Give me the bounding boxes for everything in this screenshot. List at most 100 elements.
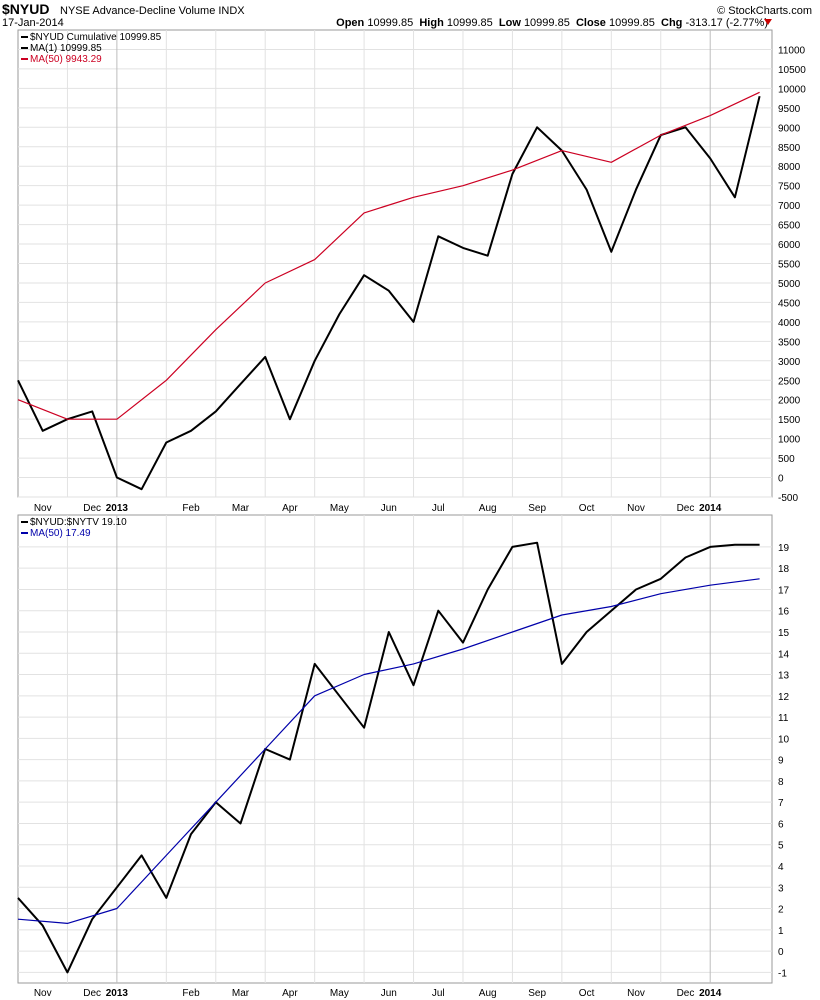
- low-label: Low: [498, 17, 521, 29]
- x-tick-label: Mar: [232, 988, 250, 999]
- chg-label: Chg: [661, 17, 683, 29]
- y-tick-label: 0: [778, 947, 784, 958]
- y-tick-label: 2500: [778, 376, 801, 387]
- legend-entry: MA(50) 9943.29: [30, 54, 102, 65]
- x-tick-label: 2013: [106, 988, 129, 999]
- y-tick-label: 17: [778, 585, 790, 596]
- y-tick-label: 2000: [778, 396, 801, 407]
- quote-date: 17-Jan-2014: [2, 17, 64, 29]
- price-series-line: [17, 541, 760, 974]
- x-tick-label: Mar: [232, 503, 250, 514]
- y-tick-label: 9500: [778, 104, 801, 115]
- y-tick-label: 9: [778, 756, 784, 767]
- x-tick-label: Dec: [677, 988, 695, 999]
- y-tick-label: 10500: [778, 65, 806, 76]
- y-tick-label: 7000: [778, 201, 801, 212]
- y-tick-label: 11: [778, 713, 789, 724]
- x-tick-label: Nov: [627, 503, 645, 514]
- x-tick-label: Jul: [432, 988, 445, 999]
- x-tick-label: Jun: [381, 988, 397, 999]
- x-tick-label: Dec: [677, 503, 695, 514]
- y-tick-label: -1: [778, 968, 787, 979]
- y-tick-label: 5000: [778, 279, 801, 290]
- x-tick-label: Apr: [282, 503, 298, 514]
- y-tick-label: 4000: [778, 318, 801, 329]
- y-tick-label: 1: [778, 926, 784, 937]
- ticker-symbol: $NYUD: [2, 1, 50, 17]
- x-tick-label: Nov: [34, 503, 52, 514]
- x-tick-label: Dec: [83, 503, 101, 514]
- x-tick-label: 2014: [699, 503, 722, 514]
- x-tick-label: May: [330, 503, 349, 514]
- y-tick-label: 8500: [778, 143, 801, 154]
- open-label: Open: [336, 17, 365, 29]
- x-tick-label: Jul: [432, 503, 445, 514]
- x-tick-label: Feb: [182, 503, 200, 514]
- legend-entry: $NYUD:$NYTV 19.10: [30, 517, 127, 528]
- y-tick-label: 0: [778, 474, 784, 485]
- x-tick-label: Feb: [182, 988, 200, 999]
- y-tick-label: 18: [778, 564, 790, 575]
- close-label: Close: [575, 17, 606, 29]
- x-tick-label: Sep: [528, 503, 546, 514]
- moving-average-line: [17, 578, 760, 925]
- y-tick-label: 15: [778, 628, 790, 639]
- y-tick-label: 5500: [778, 260, 801, 271]
- legend-entry: MA(50) 17.49: [30, 528, 91, 539]
- y-tick-label: 4500: [778, 298, 801, 309]
- x-tick-label: Nov: [34, 988, 52, 999]
- x-tick-label: Jun: [381, 503, 397, 514]
- y-tick-label: 11000: [778, 45, 806, 56]
- y-tick-label: 19: [778, 543, 790, 554]
- y-tick-label: 7500: [778, 182, 801, 193]
- high-label: High: [419, 17, 444, 29]
- price-series-line: [17, 95, 761, 491]
- y-tick-label: 14: [778, 649, 790, 660]
- high-value: 10999.85: [446, 17, 493, 29]
- y-tick-label: 500: [778, 454, 795, 465]
- x-tick-label: Dec: [83, 988, 101, 999]
- down-arrow-icon: [764, 19, 772, 25]
- chg-value: -313.17 (-2.77%): [685, 17, 768, 29]
- y-tick-label: 7: [778, 798, 784, 809]
- x-tick-label: Sep: [528, 988, 546, 999]
- y-tick-label: 8000: [778, 162, 801, 173]
- y-tick-label: 1500: [778, 415, 801, 426]
- y-tick-label: 6500: [778, 221, 801, 232]
- x-tick-label: May: [330, 988, 349, 999]
- y-tick-label: 10000: [778, 84, 806, 95]
- y-tick-label: 6000: [778, 240, 801, 251]
- y-tick-label: -500: [778, 493, 798, 504]
- y-tick-label: 2: [778, 905, 784, 916]
- y-tick-label: 3000: [778, 357, 801, 368]
- x-tick-label: Apr: [282, 988, 298, 999]
- x-tick-label: Oct: [579, 988, 595, 999]
- legend-entry: MA(1) 10999.85: [30, 43, 102, 54]
- y-tick-label: 8: [778, 777, 784, 788]
- y-tick-label: 12: [778, 692, 790, 703]
- y-tick-label: 6: [778, 819, 784, 830]
- plot-frame: [17, 514, 773, 984]
- brand-label: © StockCharts.com: [717, 5, 812, 17]
- y-tick-label: 5: [778, 841, 784, 852]
- legend-entry: $NYUD Cumulative 10999.85: [30, 32, 162, 43]
- close-value: 10999.85: [608, 17, 655, 29]
- y-tick-label: 3: [778, 883, 784, 894]
- moving-average-line: [17, 91, 760, 420]
- y-tick-label: 3500: [778, 337, 801, 348]
- low-value: 10999.85: [523, 17, 570, 29]
- y-tick-label: 1000: [778, 435, 801, 446]
- x-tick-label: Aug: [479, 988, 497, 999]
- x-tick-label: Oct: [579, 503, 595, 514]
- ohlc-readout: Open 10999.85 High 10999.85 Low 10999.85…: [336, 17, 768, 30]
- y-tick-label: 10: [778, 734, 790, 745]
- x-tick-label: 2014: [699, 988, 722, 999]
- y-tick-label: 13: [778, 671, 790, 682]
- x-tick-label: 2013: [106, 503, 129, 514]
- x-tick-label: Nov: [627, 988, 645, 999]
- y-tick-label: 16: [778, 607, 790, 618]
- x-tick-label: Aug: [479, 503, 497, 514]
- open-value: 10999.85: [367, 17, 414, 29]
- y-tick-label: 4: [778, 862, 784, 873]
- ticker-name: NYSE Advance-Decline Volume INDX: [60, 5, 245, 17]
